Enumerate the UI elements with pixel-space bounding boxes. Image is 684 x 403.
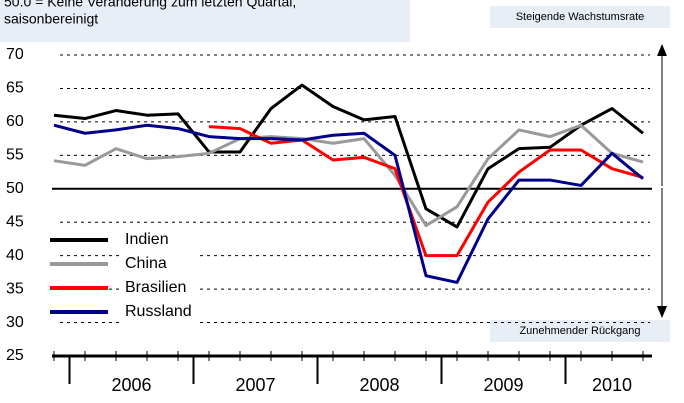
y-tick-label: 65 (6, 80, 24, 97)
y-tick-label: 60 (6, 113, 24, 130)
y-tick-label: 35 (6, 280, 24, 297)
y-tick-label: 40 (6, 247, 24, 264)
x-tick-label: 2006 (111, 375, 151, 395)
y-tick-label: 50 (6, 180, 24, 197)
annotation: Steigende Wachstumsrate (516, 11, 645, 23)
arrow-head (657, 306, 667, 318)
annotation-bg (490, 6, 670, 28)
header-bg (0, 0, 410, 42)
series-line (53, 83, 644, 229)
annotation: Zunehmender Rückgang (519, 325, 640, 337)
legend-label: China (125, 255, 167, 272)
legend-label: Brasilien (125, 279, 186, 296)
arrow-head (657, 44, 667, 56)
series-line (53, 123, 644, 284)
x-tick-label: 2007 (235, 375, 275, 395)
subtitle: saisonbereinigt (4, 11, 98, 27)
series-line (53, 123, 644, 228)
y-tick-label: 55 (6, 147, 24, 164)
legend-label: Indien (125, 231, 169, 248)
y-tick-label: 45 (6, 213, 24, 230)
x-tick-label: 2008 (359, 375, 399, 395)
legend-bg (120, 253, 200, 275)
legend-bg (120, 277, 200, 299)
y-tick-label: 30 (6, 314, 24, 331)
x-tick-label: 2009 (483, 375, 523, 395)
subtitle: 50.0 = Keine Veränderung zum letzten Qua… (4, 0, 296, 10)
annotation-bg (490, 320, 670, 342)
x-tick-label: 2010 (592, 375, 632, 395)
series-line (208, 125, 644, 258)
y-tick-label: 70 (6, 46, 24, 63)
legend-bg (120, 301, 200, 323)
legend-bg (120, 229, 200, 251)
y-tick-label: 25 (6, 347, 24, 364)
legend-label: Russland (125, 303, 192, 320)
